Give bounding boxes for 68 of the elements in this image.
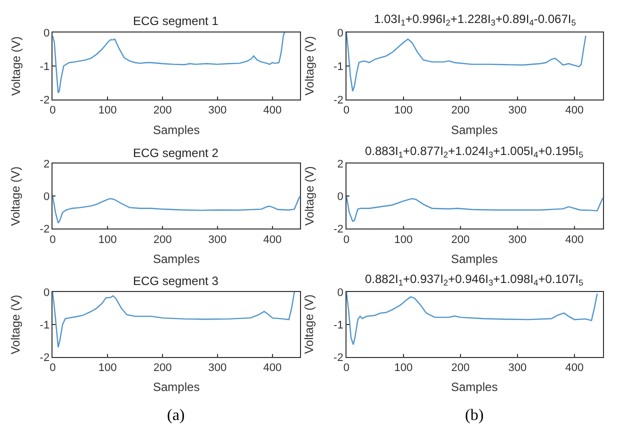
y-tick-label: 0 <box>43 286 50 299</box>
y-axis-title: Voltage (V) <box>302 36 316 96</box>
y-axis-title: Voltage (V) <box>302 166 316 226</box>
y-axis-title: Voltage (V) <box>8 166 23 226</box>
x-tick-label: 300 <box>208 234 227 246</box>
chart-title: 1.03I$_{1}$+0.996I$_{2}$+1.228I$_{3}$+0.89I$_{4}$-0.067I$_{5}$ <box>374 12 576 28</box>
y-axis-title: Voltage (V) <box>302 294 316 354</box>
y-tick-label: 0 <box>337 27 344 40</box>
x-tick-label: 100 <box>394 234 413 246</box>
y-tick-label: -1 <box>40 60 50 73</box>
y-axis-title: Voltage (V) <box>8 294 22 354</box>
x-tick-label: 400 <box>565 104 584 117</box>
line-series <box>346 292 598 346</box>
line-series <box>52 196 300 224</box>
x-tick-label: 200 <box>153 234 172 246</box>
y-tick-label: -1 <box>40 319 50 332</box>
x-tick-label: 200 <box>153 362 172 374</box>
y-tick-label: 0 <box>43 27 50 40</box>
x-tick-label: 300 <box>508 104 527 117</box>
y-tick-label: 2 <box>337 158 344 171</box>
y-tick-label: -1 <box>334 319 344 332</box>
x-axis-title: Samples <box>153 252 200 266</box>
y-tick-label: -2 <box>334 224 344 236</box>
x-tick-label: 200 <box>451 104 470 117</box>
y-tick-label: -2 <box>40 224 50 236</box>
line-series <box>52 32 286 94</box>
x-axis-title: Samples <box>153 380 200 394</box>
x-tick-label: 100 <box>98 234 117 246</box>
line-series <box>346 196 603 222</box>
y-tick-label: -2 <box>40 94 50 106</box>
y-tick-label: 0 <box>337 286 344 299</box>
x-tick-label: 300 <box>208 362 227 374</box>
y-tick-label: -1 <box>334 60 344 73</box>
x-tick-label: 300 <box>208 104 227 117</box>
y-tick-label: 0 <box>43 191 50 204</box>
x-tick-label: 400 <box>263 234 282 246</box>
x-tick-label: 100 <box>394 362 413 374</box>
x-tick-label: 300 <box>508 362 527 374</box>
x-tick-label: 200 <box>153 104 172 117</box>
x-tick-label: 400 <box>263 104 282 117</box>
x-tick-label: 400 <box>565 362 584 374</box>
x-axis-title: Samples <box>153 123 200 137</box>
x-axis-title: Samples <box>451 123 498 137</box>
x-tick-label: 100 <box>98 362 117 374</box>
y-tick-label: 0 <box>337 191 344 204</box>
x-tick-label: 400 <box>263 362 282 374</box>
chart-title: ECG segment 1 <box>133 14 219 28</box>
chart-title: ECG segment 3 <box>133 274 219 288</box>
x-tick-label: 200 <box>451 362 470 374</box>
y-axis-title: Voltage (V) <box>8 36 23 96</box>
text: (b) <box>465 407 484 424</box>
chart-title: 0.882I$_{1}$+0.937I$_{2}$+0.946I$_{3}$+1.098I$_{4}$+0.107I$_{5}$ <box>365 272 584 288</box>
x-tick-label: 400 <box>565 234 584 246</box>
x-axis-title: Samples <box>451 252 498 266</box>
x-tick-label: 100 <box>98 104 117 117</box>
text: (a) <box>167 407 185 424</box>
x-tick-label: 100 <box>394 104 413 117</box>
x-tick-label: 200 <box>451 234 470 246</box>
y-tick-label: -2 <box>40 352 50 364</box>
y-tick-label: -2 <box>334 352 344 364</box>
x-tick-label: 300 <box>508 234 527 246</box>
y-tick-label: -2 <box>334 94 344 106</box>
x-axis-title: Samples <box>451 380 498 394</box>
line-series <box>52 292 295 348</box>
chart-title: ECG segment 2 <box>133 146 219 160</box>
y-tick-label: 2 <box>43 158 50 171</box>
line-series <box>346 32 586 92</box>
chart-title: 0.883I$_{1}$+0.877I$_{2}$+1.024I$_{3}$+1.005I$_{4}$+0.195I$_{5}$ <box>365 144 584 160</box>
